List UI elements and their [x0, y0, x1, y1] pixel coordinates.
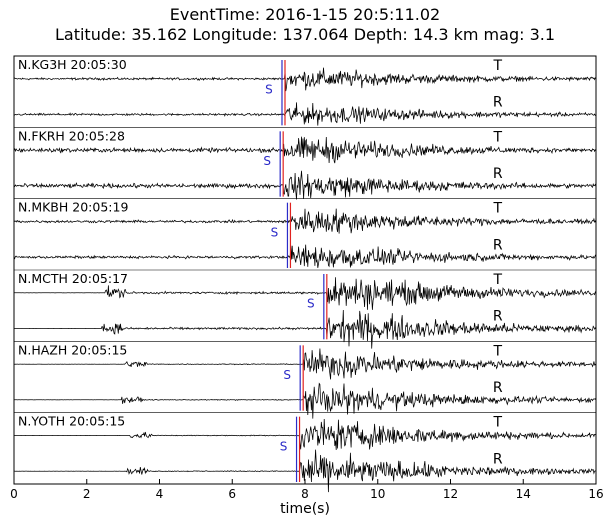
trace-r-2	[13, 170, 597, 200]
s-phase-label-3: S	[271, 225, 279, 239]
trace-r-4	[14, 309, 597, 349]
trace-t-1	[13, 67, 597, 92]
station-label-3: N.MKBH 20:05:19	[18, 200, 128, 215]
x-tick-label-16: 16	[588, 487, 603, 501]
component-label-r-2: R	[493, 166, 503, 182]
station-label-4: N.MCTH 20:05:17	[18, 271, 128, 286]
x-tick-label-0: 0	[10, 487, 18, 501]
component-label-t-3: T	[493, 201, 503, 217]
x-tick-label-4: 4	[156, 487, 164, 501]
trace-r-6	[14, 449, 597, 493]
x-tick-label-2: 2	[83, 487, 91, 501]
trace-r-5	[13, 382, 597, 419]
x-tick-label-12: 12	[443, 487, 458, 501]
s-phase-label-1: S	[265, 83, 273, 97]
s-phase-label-2: S	[263, 154, 271, 168]
component-label-t-5: T	[493, 343, 503, 359]
trace-t-3	[13, 208, 597, 234]
station-label-6: N.YOTH 20:05:15	[18, 414, 125, 429]
station-label-2: N.FKRH 20:05:28	[18, 128, 125, 143]
event-time-title: EventTime: 2016-1-15 20:5:11.02	[169, 5, 441, 24]
component-label-t-2: T	[493, 129, 503, 145]
trace-t-6	[14, 418, 597, 451]
s-phase-label-6: S	[280, 439, 288, 453]
component-label-r-1: R	[493, 95, 503, 111]
trace-t-2	[13, 136, 597, 164]
trace-r-3	[13, 244, 597, 268]
component-label-t-6: T	[493, 415, 503, 431]
component-label-t-4: T	[493, 272, 503, 288]
event-location-subtitle: Latitude: 35.162 Longitude: 137.064 Dept…	[54, 25, 556, 44]
component-label-r-6: R	[493, 451, 503, 467]
s-phase-label-4: S	[307, 297, 315, 311]
x-tick-label-10: 10	[370, 487, 385, 501]
x-axis-label: time(s)	[280, 501, 330, 517]
trace-r-1	[13, 102, 597, 126]
trace-t-4	[14, 277, 597, 310]
trace-t-5	[13, 348, 597, 380]
station-label-1: N.KG3H 20:05:30	[18, 57, 127, 72]
s-phase-label-5: S	[283, 368, 291, 382]
station-label-5: N.HAZH 20:05:15	[18, 342, 127, 357]
component-label-r-3: R	[493, 237, 503, 253]
component-label-r-4: R	[493, 309, 503, 325]
x-tick-label-14: 14	[516, 487, 531, 501]
x-tick-label-8: 8	[301, 487, 309, 501]
x-tick-label-6: 6	[228, 487, 236, 501]
component-label-t-1: T	[493, 58, 503, 74]
component-label-r-5: R	[493, 380, 503, 396]
